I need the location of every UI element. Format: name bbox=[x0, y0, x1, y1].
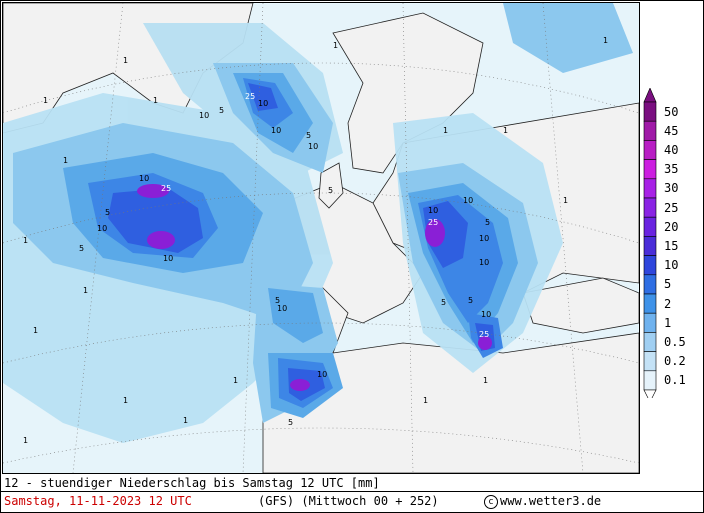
contour-label: 1 bbox=[43, 96, 48, 105]
legend-arrow-bottom bbox=[643, 389, 657, 398]
legend-swatch bbox=[643, 351, 657, 372]
british-isles-landmass bbox=[318, 162, 344, 209]
contour-label: 25 bbox=[161, 184, 171, 193]
contour-label: 5 bbox=[105, 208, 110, 217]
contour-label: 25 bbox=[479, 330, 489, 339]
legend-label: 45 bbox=[664, 123, 679, 138]
legend-label: 50 bbox=[664, 104, 679, 119]
precipitation-map[interactable]: 1 1 1 1 1 1 1 1 1 1 1 1 1 1 1 1 1 1 5 5 … bbox=[2, 2, 640, 474]
contour-label: 25 bbox=[245, 92, 255, 101]
legend-label: 20 bbox=[664, 219, 679, 234]
legend-label: 40 bbox=[664, 143, 679, 157]
legend-label: 2 bbox=[664, 296, 672, 311]
latitude-gridlines bbox=[3, 3, 639, 473]
contour-label: 1 bbox=[603, 36, 608, 45]
contour-label: 10 bbox=[258, 99, 268, 108]
legend-label: 0.1 bbox=[664, 373, 686, 388]
legend-swatch bbox=[643, 197, 657, 218]
contour-label: 1 bbox=[23, 236, 28, 245]
contour-label: 10 bbox=[428, 206, 438, 215]
contour-label: 10 bbox=[479, 258, 489, 267]
legend-swatch bbox=[643, 312, 657, 333]
north-africa-landmass bbox=[262, 332, 639, 473]
legend-swatch bbox=[643, 178, 657, 199]
contour-label: 1 bbox=[333, 41, 338, 50]
copyright-text: www.wetter3.de bbox=[500, 494, 602, 508]
contour-label: 5 bbox=[79, 244, 84, 253]
legend-arrow-top bbox=[643, 88, 657, 103]
contour-label: 10 bbox=[97, 224, 107, 233]
legend-colorbar bbox=[643, 88, 657, 398]
contour-label: 10 bbox=[139, 174, 149, 183]
legend-label: 0.2 bbox=[664, 354, 686, 369]
legend-label: 30 bbox=[664, 181, 679, 196]
color-legend: 50 45 40 35 30 25 20 15 10 5 2 1 0.5 0.2 0.1 bbox=[640, 88, 702, 398]
precip-25-band bbox=[137, 184, 492, 391]
legend-swatch bbox=[643, 216, 657, 237]
contour-label: 1 bbox=[23, 436, 28, 445]
contour-label: 1 bbox=[483, 376, 488, 385]
contour-label: 10 bbox=[163, 254, 173, 263]
caption-divider bbox=[0, 491, 704, 492]
legend-swatch bbox=[643, 236, 657, 256]
contour-label: 1 bbox=[563, 196, 568, 205]
contour-label: 1 bbox=[233, 376, 238, 385]
contour-label: 1 bbox=[423, 396, 428, 405]
contour-label: 1 bbox=[123, 396, 128, 405]
contour-label: 10 bbox=[199, 111, 209, 120]
contour-label: 10 bbox=[463, 196, 473, 205]
contour-label: 10 bbox=[479, 234, 489, 243]
contour-label: 5 bbox=[275, 296, 280, 305]
legend-label: 10 bbox=[664, 258, 679, 273]
contour-label: 1 bbox=[443, 126, 448, 135]
legend-swatch bbox=[643, 370, 657, 391]
legend-swatch bbox=[643, 159, 657, 180]
valid-date: Samstag, 11-11-2023 12 UTC bbox=[4, 494, 192, 508]
copyright-link[interactable]: c www.wetter3.de bbox=[484, 494, 601, 509]
contour-label: 1 bbox=[33, 326, 38, 335]
contour-label: 1 bbox=[123, 56, 128, 65]
contour-label: 5 bbox=[441, 298, 446, 307]
legend-swatch bbox=[643, 255, 657, 276]
contour-label: 5 bbox=[328, 186, 333, 195]
contour-labels: 1 1 1 1 1 1 1 1 1 1 1 1 1 1 1 1 1 1 5 5 … bbox=[23, 36, 608, 445]
legend-swatch bbox=[643, 332, 657, 352]
model-run: (GFS) (Mittwoch 00 + 252) bbox=[258, 494, 439, 508]
map-canvas: 1 1 1 1 1 1 1 1 1 1 1 1 1 1 1 1 1 1 5 5 … bbox=[3, 3, 639, 473]
contour-label: 10 bbox=[317, 370, 327, 379]
contour-label: 1 bbox=[63, 156, 68, 165]
contour-label: 25 bbox=[428, 218, 438, 227]
legend-swatch bbox=[643, 140, 657, 160]
contour-label: 5 bbox=[306, 131, 311, 140]
legend-swatch bbox=[643, 293, 657, 314]
contour-label: 10 bbox=[308, 142, 318, 151]
legend-label: 1 bbox=[664, 315, 672, 330]
contour-label: 1 bbox=[83, 286, 88, 295]
legend-label: 35 bbox=[664, 162, 679, 177]
contour-label: 5 bbox=[468, 296, 473, 305]
contour-label: 5 bbox=[485, 218, 490, 227]
contour-label: 1 bbox=[153, 96, 158, 105]
contour-label: 1 bbox=[183, 416, 188, 425]
legend-label: 0.5 bbox=[664, 335, 686, 349]
contour-label: 10 bbox=[271, 126, 281, 135]
map-title: 12 - stuendiger Niederschlag bis Samstag… bbox=[4, 476, 380, 490]
contour-label: 10 bbox=[481, 310, 491, 319]
contour-label: 5 bbox=[288, 418, 293, 427]
legend-label: 15 bbox=[664, 239, 679, 253]
turkey-landmass bbox=[522, 277, 639, 334]
contour-label: 10 bbox=[277, 304, 287, 313]
legend-swatch bbox=[643, 274, 657, 295]
contour-label: 5 bbox=[219, 106, 224, 115]
legend-label: 25 bbox=[664, 200, 679, 215]
contour-label: 1 bbox=[503, 126, 508, 135]
legend-label: 5 bbox=[664, 277, 672, 292]
copyright-icon: c bbox=[484, 494, 498, 509]
precip-10-band bbox=[108, 83, 495, 401]
legend-swatch bbox=[643, 120, 657, 141]
legend-swatch bbox=[643, 101, 657, 122]
